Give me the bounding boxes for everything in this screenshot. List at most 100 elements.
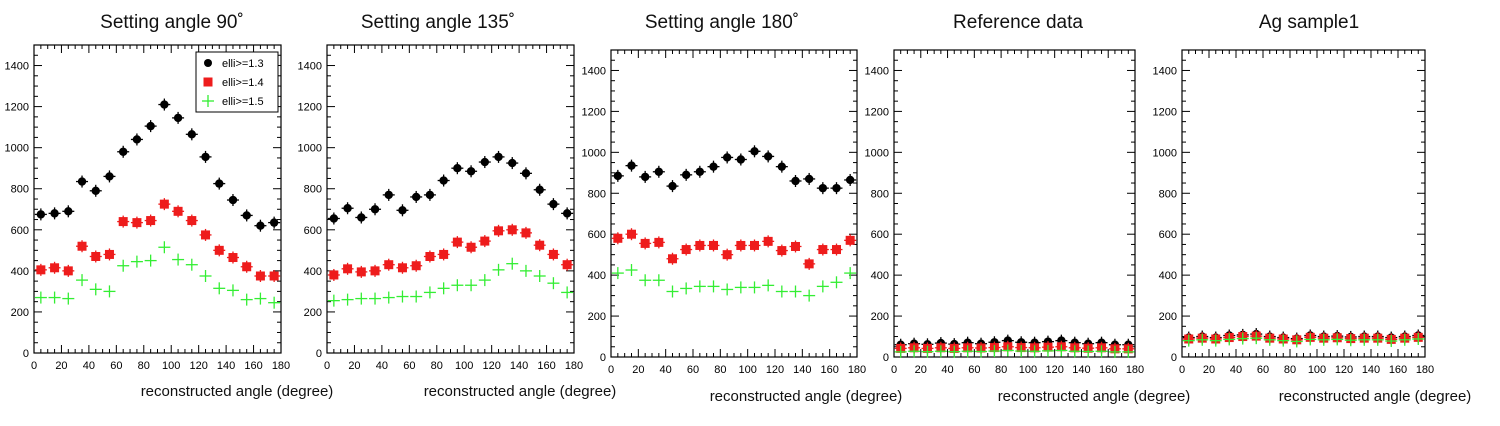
- data-point-p5-s3-16: [1398, 333, 1411, 346]
- data-point-p5-s3-1: [1196, 333, 1209, 346]
- data-point-p2-s3-14: [519, 264, 532, 277]
- data-point-p3-s3-13: [789, 285, 802, 298]
- data-point-p1-s3-5: [103, 285, 116, 298]
- data-point-p2-s3-2: [355, 292, 368, 305]
- x-tick-label: 120: [482, 360, 500, 372]
- chart-panel-5: 0 200 400 600 800 1000 1200 1400 0 20 40 60 80 100 120…: [1153, 49, 1434, 376]
- data-point-p1-s2-8: [144, 214, 157, 227]
- data-point-p1-s1-14: [226, 194, 239, 207]
- y-tick-label: 200: [588, 311, 606, 323]
- x-tick-label: 100: [455, 360, 473, 372]
- y-tick-label: 200: [1159, 311, 1177, 323]
- x-tick-label: 80: [431, 360, 443, 372]
- data-point-p2-s1-14: [519, 167, 532, 180]
- data-point-p1-s1-7: [130, 133, 143, 146]
- data-point-p3-s2-10: [748, 239, 761, 252]
- data-point-p1-s2-10: [172, 205, 185, 218]
- data-point-p2-s3-13: [506, 257, 519, 270]
- y-tick-label: 400: [11, 266, 29, 278]
- data-point-p1-s2-4: [89, 250, 102, 263]
- data-point-p1-s3-11: [185, 258, 198, 271]
- data-point-p2-s1-15: [533, 183, 546, 196]
- data-point-p1-s2-6: [117, 215, 130, 228]
- x-tick-label: 160: [1389, 364, 1407, 376]
- x-tick-label: 160: [537, 360, 555, 372]
- data-point-p3-s1-8: [721, 151, 734, 164]
- data-point-p2-s1-12: [492, 150, 505, 163]
- data-point-p1-s2-12: [199, 228, 212, 241]
- data-point-p1-s1-11: [185, 128, 198, 141]
- y-tick-label: 400: [1159, 270, 1177, 282]
- data-point-p4-s3-6: [975, 345, 988, 358]
- legend-marker-1: [204, 59, 212, 67]
- data-point-p1-s1-16: [254, 219, 267, 232]
- legend-label: elli>=1.3: [222, 58, 264, 70]
- data-point-p3-s1-17: [844, 173, 857, 186]
- y-tick-label: 1200: [1153, 106, 1177, 118]
- data-point-p3-s2-17: [844, 234, 857, 247]
- data-point-p4-s3-14: [1082, 345, 1095, 358]
- y-tick-label: 800: [1159, 188, 1177, 200]
- x-axis-label: reconstructed angle (degree): [997, 388, 1191, 405]
- data-point-p2-s2-8: [437, 248, 450, 261]
- x-tick-label: 160: [244, 360, 262, 372]
- y-tick-label: 0: [316, 348, 322, 360]
- x-tick-label: 100: [1019, 364, 1037, 376]
- data-point-p3-s2-0: [611, 232, 624, 245]
- x-tick-label: 20: [348, 360, 360, 372]
- data-point-p2-s3-8: [437, 282, 450, 295]
- data-point-p3-s1-3: [652, 165, 665, 178]
- data-point-p4-s3-13: [1068, 345, 1081, 358]
- y-tick-label: 1000: [5, 143, 29, 155]
- chart-panel-4: 0 200 400 600 800 1000 1200 1400 0 20 40 60 80 100 120…: [865, 49, 1144, 376]
- legend-label: elli>=1.4: [222, 77, 264, 89]
- data-point-p4-s3-1: [908, 345, 921, 358]
- data-point-p1-s1-9: [158, 98, 171, 111]
- y-tick-label: 1000: [298, 143, 322, 155]
- x-tick-label: 20: [1203, 364, 1215, 376]
- x-tick-label: 40: [660, 364, 672, 376]
- data-point-p1-s3-6: [117, 259, 130, 272]
- x-tick-label: 120: [1045, 364, 1063, 376]
- data-point-p3-s3-1: [625, 264, 638, 277]
- data-point-p3-s1-12: [775, 160, 788, 173]
- data-point-p1-s3-15: [240, 293, 253, 306]
- data-point-p1-s3-12: [199, 270, 212, 282]
- data-point-p2-s2-9: [451, 236, 464, 249]
- data-point-p5-s3-0: [1182, 334, 1195, 347]
- data-point-p2-s2-16: [547, 248, 560, 261]
- y-tick-label: 600: [304, 225, 322, 237]
- data-point-p2-s2-7: [423, 250, 436, 263]
- x-tick-label: 180: [272, 360, 290, 372]
- chart-title: Setting angle 90˚: [100, 12, 244, 33]
- data-point-p1-s2-1: [48, 261, 61, 274]
- data-point-p4-s3-2: [921, 345, 934, 358]
- data-point-p3-s1-9: [734, 153, 747, 166]
- data-point-p4-s3-7: [988, 345, 1001, 358]
- data-point-p5-s3-12: [1344, 334, 1357, 347]
- plot-frame: [610, 49, 858, 358]
- chart-panel-2: 0 200 400 600 800 1000 1200 1400 0 20 40 60 80 100 120…: [298, 44, 583, 372]
- y-tick-label: 1200: [298, 102, 322, 114]
- data-point-p3-s1-15: [816, 182, 829, 195]
- x-tick-label: 60: [403, 360, 415, 372]
- x-tick-label: 160: [1099, 364, 1117, 376]
- y-tick-label: 1200: [5, 102, 29, 114]
- data-point-p5-s3-2: [1209, 334, 1222, 347]
- y-tick-label: 1200: [865, 106, 889, 118]
- data-point-p5-s3-9: [1304, 333, 1317, 346]
- data-point-p2-s1-17: [561, 207, 574, 220]
- data-point-p3-s1-6: [693, 165, 706, 178]
- x-tick-label: 40: [1230, 364, 1242, 376]
- y-tick-label: 1400: [582, 65, 606, 77]
- data-point-p3-s3-7: [707, 280, 720, 293]
- chart-title: Setting angle 180˚: [644, 12, 800, 33]
- data-point-p3-s2-15: [816, 243, 829, 256]
- data-point-p1-s1-0: [34, 208, 47, 221]
- data-point-p3-s2-7: [707, 239, 720, 252]
- data-point-p4-s3-15: [1095, 345, 1108, 358]
- data-point-p2-s1-3: [369, 203, 382, 216]
- x-tick-label: 180: [565, 360, 583, 372]
- x-tick-label: 40: [941, 364, 953, 376]
- data-point-p3-s2-14: [803, 257, 816, 270]
